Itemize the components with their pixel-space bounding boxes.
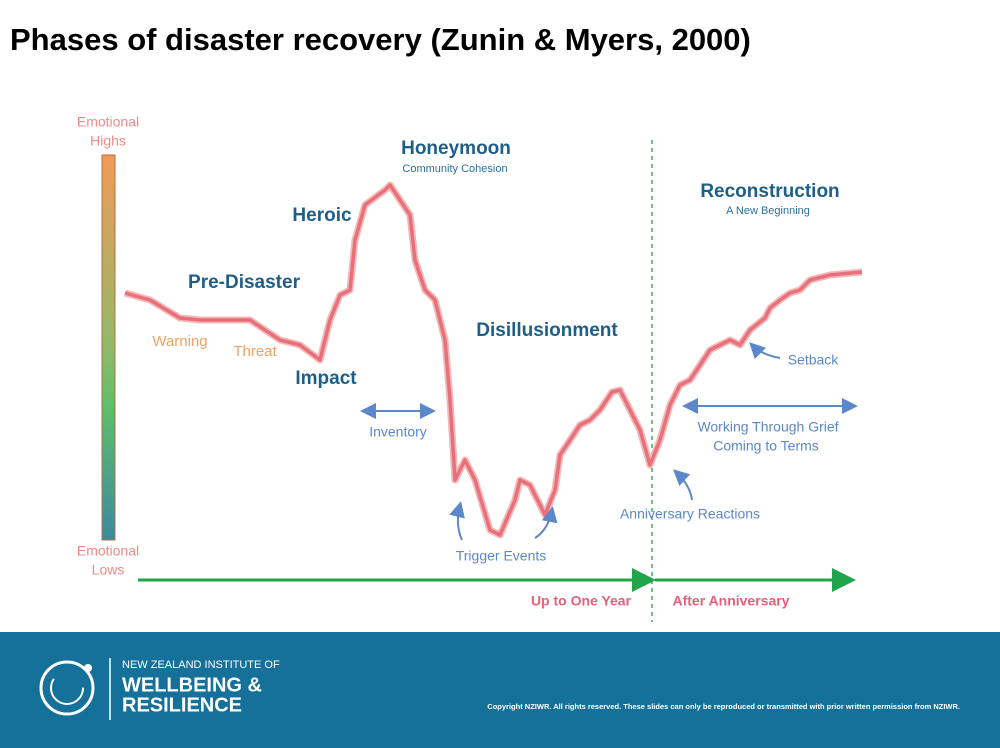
annotation: Coming to Terms <box>713 438 819 454</box>
phase-label: Reconstruction <box>700 181 839 202</box>
phase-label: Pre-Disaster <box>188 272 301 293</box>
anniversary-arrow <box>673 469 693 501</box>
phase-label: Heroic <box>292 205 352 226</box>
org-name: NEW ZEALAND INSTITUTE OF <box>122 659 280 671</box>
phase-label: Impact <box>295 368 357 389</box>
annotation: Setback <box>788 352 840 368</box>
trigger-arrow <box>449 501 465 541</box>
logo <box>39 660 95 716</box>
curve-outline <box>124 181 863 539</box>
annotation: Trigger Events <box>456 548 547 564</box>
phase-label: Honeymoon <box>401 138 511 159</box>
annotation: Inventory <box>369 424 427 440</box>
annotation: Anniversary Reactions <box>620 506 760 522</box>
logo <box>84 664 92 672</box>
emotion-bar <box>101 154 116 541</box>
org-name: RESILIENCE <box>122 694 242 716</box>
phase-sub: Community Cohesion <box>402 163 507 175</box>
axis-high: Emotional <box>77 114 139 130</box>
trigger-arrow <box>534 506 558 539</box>
copyright: Copyright NZIWR. All rights reserved. Th… <box>487 702 960 711</box>
annotation: Working Through Grief <box>697 419 838 435</box>
timeline-label: After Anniversary <box>673 593 790 609</box>
title: Phases of disaster recovery (Zunin & Mye… <box>10 22 751 57</box>
phase-label: Warning <box>152 333 207 350</box>
org-name: WELLBEING & <box>122 674 262 696</box>
recovery-curve <box>124 183 863 537</box>
axis-high: Highs <box>90 133 126 149</box>
timeline-label: Up to One Year <box>531 593 632 609</box>
logo <box>50 671 84 705</box>
axis-low: Lows <box>92 562 125 578</box>
axis-low: Emotional <box>77 543 139 559</box>
phase-sub: A New Beginning <box>726 205 810 217</box>
phase-label: Threat <box>233 343 277 360</box>
footer <box>0 632 1000 748</box>
phase-label: Disillusionment <box>476 320 618 341</box>
setback-arrow <box>749 342 781 360</box>
